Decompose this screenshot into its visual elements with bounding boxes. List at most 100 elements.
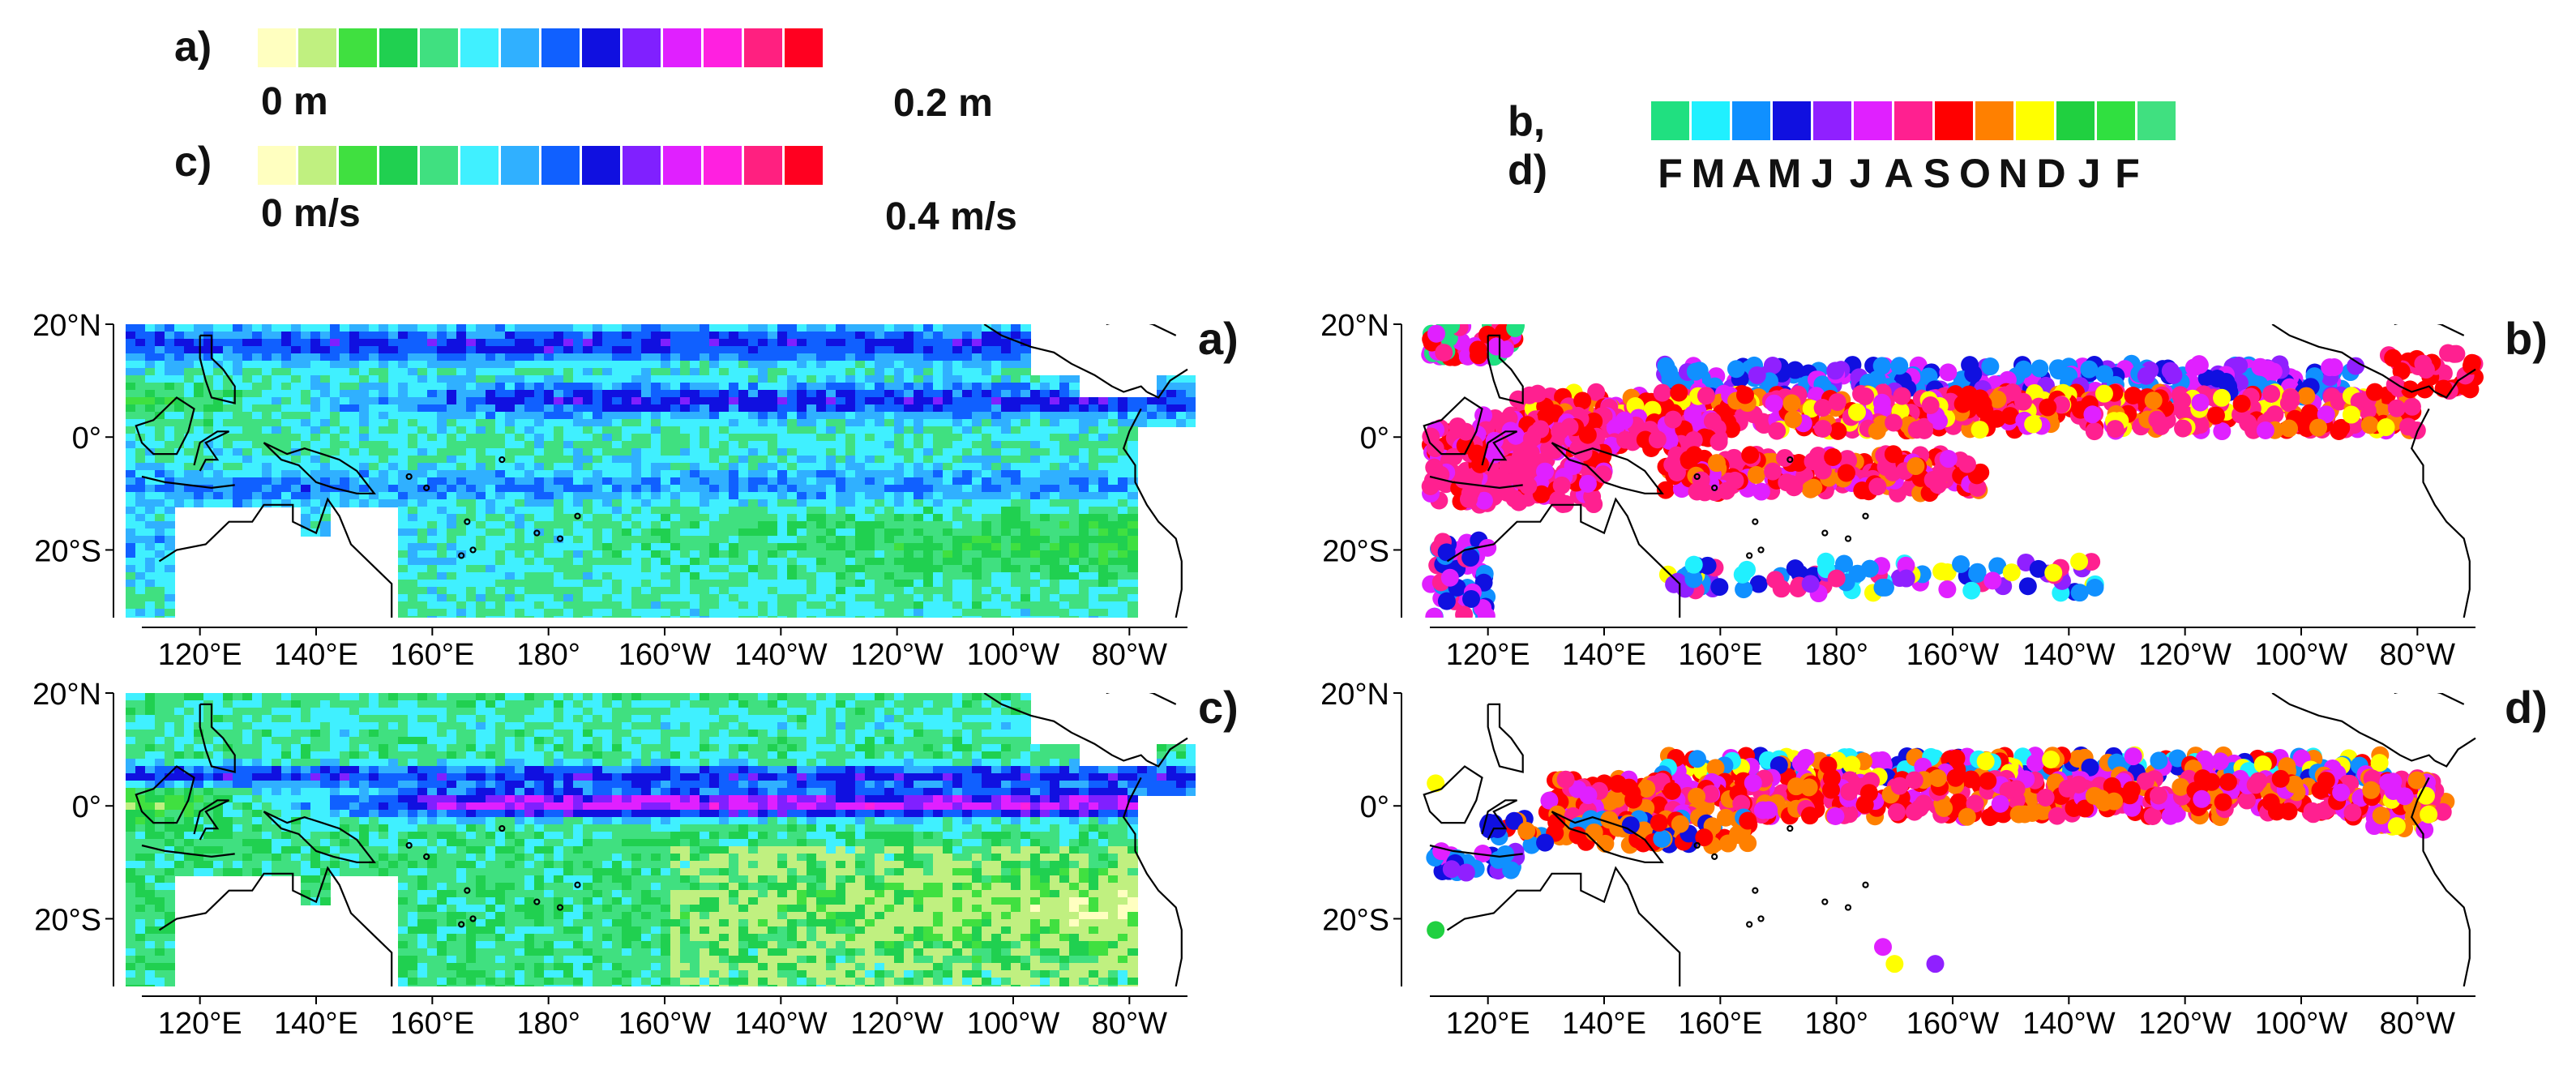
panel-b-dot (2161, 362, 2180, 380)
panel-b-lat-tick-label: 20°S (1322, 534, 1389, 568)
panel-b-dot (1753, 413, 1772, 431)
panel-d-dot (1540, 791, 1559, 810)
panel-b-dot (1885, 413, 1903, 432)
panel-d-dot (2124, 747, 2142, 766)
panel-b-dot (2387, 399, 2406, 417)
panel-d-lon-tick-label: 140°W (2022, 1007, 2116, 1041)
panel-b-dot (2039, 398, 2057, 417)
panel-d-lon-tick-label: 120°W (2138, 1007, 2232, 1041)
panel-b-dot (1703, 412, 1722, 430)
panel-b-dot (1664, 410, 1683, 429)
panel-b-dot (2106, 420, 2125, 439)
colorbar-c-swatch (420, 146, 460, 185)
panel-a-lon-tick-label: 120°E (158, 638, 242, 672)
month-swatch (2137, 101, 2178, 140)
panel-d-dot (2253, 755, 2272, 774)
panel-b-dot (1868, 421, 1886, 440)
panel-b-dot (2030, 359, 2049, 378)
panel-d-dot (1688, 787, 1706, 806)
panel-a-field (126, 324, 1196, 618)
panel-d-dot (2172, 777, 2190, 796)
panel-d-dot (1442, 860, 1461, 879)
panel-d-lon-tick-label: 120°E (1446, 1007, 1530, 1041)
panel-b-lat-tick-label: 20°N (1320, 309, 1389, 343)
legend-c-min-label: 0 m/s (261, 192, 361, 235)
month-swatch (1651, 101, 1692, 140)
panel-b-dot (1829, 421, 1847, 440)
month-swatch (1813, 101, 1854, 140)
panel-b-dot (1648, 430, 1667, 449)
panel-d-dot (2372, 807, 2390, 825)
panel-b-dot (1752, 482, 1770, 501)
legend-a-min-label: 0 m (261, 80, 328, 123)
panel-d-dot (2395, 787, 2414, 806)
panel-d-lon-tick-label: 140°E (1562, 1007, 1646, 1041)
panel-b-dot (1738, 560, 1757, 579)
panel-a-lon-tick-label: 160°E (390, 638, 474, 672)
panel-b-dot (1868, 370, 1886, 388)
panel-d-dot (2238, 791, 2257, 810)
panel-d-dot (1729, 826, 1748, 845)
panel-b-dot (2044, 563, 2063, 582)
panel-b-dot (2137, 366, 2155, 385)
panel-b-dot (1444, 447, 1463, 466)
panel-b-dot (2024, 415, 2043, 434)
panel-d-dot (2246, 776, 2265, 794)
panel-d-dot (1873, 751, 1892, 769)
panel-b-dot (1487, 337, 1506, 356)
panel-d-dot (1822, 769, 1841, 788)
panel-d-dot (2048, 807, 2066, 825)
panel-d-dot (1800, 807, 1819, 825)
legend-c-tag: c) (174, 139, 212, 186)
panel-b-dot (1983, 571, 2002, 590)
panel-b-dot (1768, 421, 1787, 440)
panel-d-dot (1826, 807, 1845, 826)
panel-b-dot (2297, 387, 2316, 405)
panel-b-dot (1529, 384, 1547, 403)
month-swatch (1975, 101, 2016, 140)
panel-b-dot (1585, 495, 1603, 514)
panel-d-dot (1890, 777, 1909, 795)
colorbar-a-swatch (541, 28, 582, 67)
month-swatch (1732, 101, 1773, 140)
panel-d-dot (2271, 769, 2290, 788)
panel-d-dot (1517, 822, 1536, 841)
panel-b-dot (2095, 365, 2114, 383)
panel-b-lon-tick-label: 160°E (1678, 638, 1762, 672)
panel-d-lat-tick-label: 20°N (1320, 678, 1389, 712)
panel-d-dot (1928, 768, 1947, 787)
panel-b-dot (1827, 569, 1846, 588)
panel-b-dot (2230, 356, 2249, 374)
panel-d-dot (2214, 793, 2232, 811)
panel-d-dot (2343, 803, 2362, 822)
colorbar-a-swatch (379, 28, 420, 67)
panel-b-dot (1847, 403, 1866, 421)
panel-b-dot (2018, 577, 2037, 596)
panel-d-dot (2370, 754, 2389, 772)
panel-d-dot (1905, 771, 1923, 789)
panel-d-dot (2042, 750, 2060, 768)
panel-b-lon-tick-label: 180° (1804, 638, 1868, 672)
panel-b-dot (1748, 366, 1766, 384)
panel-c-lon-tick-label: 140°E (274, 1007, 358, 1041)
panel-d-lon-tick-label: 100°W (2255, 1007, 2348, 1041)
panel-b-dot (1928, 476, 1947, 494)
panel-d-dot (2069, 775, 2088, 794)
panel-b-dot (1505, 490, 1524, 508)
panel-d-dot (2193, 789, 2211, 808)
panel-label-c: c) (1198, 682, 1239, 733)
panel-d-dot (1556, 770, 1575, 789)
panel-d-dot (2009, 805, 2028, 824)
panel-d-dot (2085, 786, 2103, 805)
panel-b-dot (1939, 363, 1958, 382)
panel-a-lon-tick-label: 160°W (618, 638, 712, 672)
panel-b-dot (1660, 362, 1679, 381)
colorbar-a-swatch (258, 28, 298, 67)
panel-d-dot (1958, 807, 1976, 826)
panel-b-dot (1782, 394, 1801, 413)
panel-b-dot (2232, 395, 2251, 413)
panel-d-dot (1949, 793, 1968, 811)
panel-b-dot (2360, 416, 2379, 434)
panel-b-dot (2191, 393, 2210, 412)
panel-d-dot (1671, 815, 1689, 833)
